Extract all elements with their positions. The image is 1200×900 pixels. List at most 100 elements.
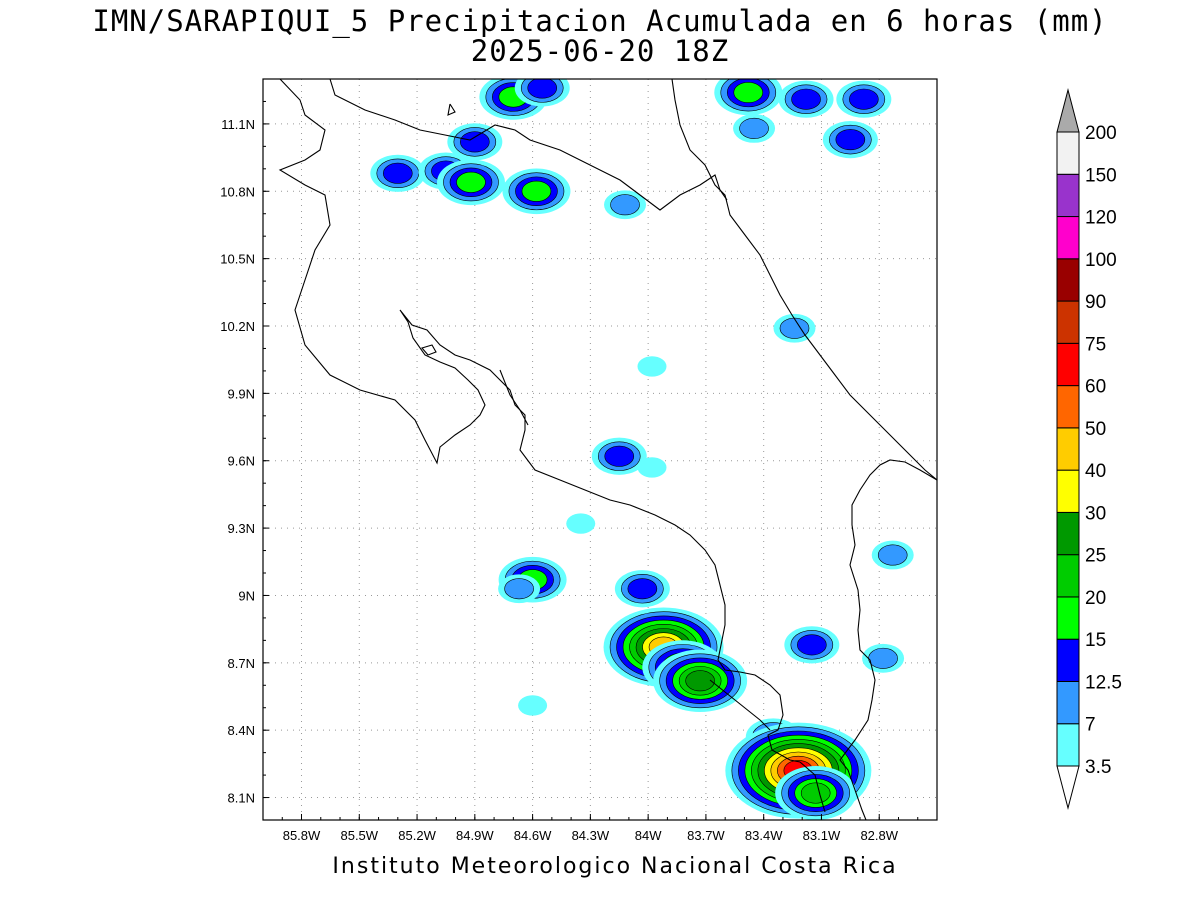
precip-contour <box>835 129 866 151</box>
colorbar-label: 50 <box>1085 419 1106 440</box>
x-tick-label: 82.8W <box>860 828 898 843</box>
precip-contour <box>685 670 715 692</box>
precip-cell <box>370 154 426 192</box>
colorbar-label: 100 <box>1085 250 1117 271</box>
south-coast-east <box>799 761 826 813</box>
y-tick-label: 9.6N <box>228 454 255 469</box>
colorbar-swatch <box>1056 596 1080 640</box>
colorbar-label: 7 <box>1085 715 1096 736</box>
colorbar-under-arrow <box>1056 765 1080 810</box>
precip-cell <box>637 457 667 478</box>
precip-cell <box>871 540 914 570</box>
colorbar-swatch <box>1056 342 1080 387</box>
precip-contour <box>460 131 490 153</box>
x-tick-label: 85.8W <box>283 828 321 843</box>
map-frame <box>262 78 938 821</box>
colorbar-swatch <box>1056 511 1080 556</box>
lake-nicaragua-shore <box>447 103 456 116</box>
precip-contour <box>877 544 908 566</box>
precip-cell <box>514 79 570 107</box>
precip-cell <box>498 574 541 604</box>
x-tick-label: 85.5W <box>340 828 378 843</box>
inner-gulf-coast <box>499 369 529 426</box>
y-tick-label: 9.3N <box>228 521 255 536</box>
colorbar-label: 150 <box>1085 165 1117 186</box>
colorbar-swatch <box>1056 554 1080 598</box>
colorbar-swatch <box>1056 680 1080 725</box>
precip-cell <box>637 356 667 377</box>
x-tick-label: 83.4W <box>745 828 783 843</box>
precip-cell <box>447 123 503 161</box>
precip-cell <box>502 168 571 215</box>
colorbar-label: 20 <box>1085 588 1106 609</box>
precip-cell <box>653 649 748 712</box>
colorbar-label: 12.5 <box>1085 672 1122 693</box>
colorbar-label: 30 <box>1085 503 1106 524</box>
x-tick-label: 83.7W <box>687 828 725 843</box>
x-tick-label: 85.2W <box>398 828 436 843</box>
colorbar-swatch <box>1056 385 1080 429</box>
coastline-borders <box>278 79 937 820</box>
precip-contour <box>456 171 486 193</box>
precip-contour <box>604 445 635 467</box>
precip-cell <box>778 80 834 118</box>
precip-contour <box>382 162 413 184</box>
precip-cell <box>784 626 840 664</box>
precip-contour <box>566 513 596 534</box>
x-tick-label: 84.9W <box>456 828 494 843</box>
x-tick-label: 83.1W <box>803 828 841 843</box>
colorbar-label: 200 <box>1085 123 1117 144</box>
footer-credit: Instituto Meteorologico Nacional Costa R… <box>332 854 898 879</box>
colorbar-swatch <box>1056 216 1080 260</box>
colorbar-swatch <box>1056 638 1080 682</box>
x-tick-label: 84.6W <box>514 828 552 843</box>
precip-cell <box>591 437 647 475</box>
y-tick-label: 11.1N <box>221 117 255 132</box>
colorbar-swatch <box>1056 469 1080 513</box>
precip-contour <box>800 782 831 804</box>
colorbar-swatch <box>1056 131 1080 175</box>
precip-cell <box>822 121 878 159</box>
precip-contour <box>739 117 769 139</box>
precip-contour <box>637 457 667 478</box>
colorbar-swatch <box>1056 300 1080 344</box>
y-tick-label: 10.5N <box>220 252 255 267</box>
y-tick-label: 9N <box>238 588 255 603</box>
precip-cell <box>614 570 670 608</box>
caribbean-coast-line <box>671 79 937 481</box>
y-tick-label: 8.7N <box>228 656 255 671</box>
colorbar-over-arrow <box>1056 88 1080 133</box>
y-tick-label: 10.2N <box>220 319 255 334</box>
precip-contour <box>791 88 821 110</box>
colorbar-label: 60 <box>1085 377 1106 398</box>
axis-ticks: 85.8W 85.5W 85.2W 84.9W 84.6W 84.3W 84W 83.7W 83… <box>220 78 938 843</box>
panama-border <box>839 459 937 820</box>
island-chira <box>421 344 437 356</box>
colorbar-label: 75 <box>1085 334 1106 355</box>
colorbar-swatch <box>1056 258 1080 302</box>
y-tick-label: 9.9N <box>228 386 255 401</box>
precip-contour <box>868 647 898 669</box>
peninsula-osa-coast <box>709 679 771 731</box>
precip-cell <box>775 766 857 820</box>
map-subtitle-date: 2025-06-20 18Z <box>470 34 730 68</box>
y-tick-label: 8.1N <box>228 791 255 806</box>
precip-contour <box>518 695 548 716</box>
precip-contour <box>504 578 534 600</box>
colorbar-swatch <box>1056 723 1080 767</box>
colorbar-label: 40 <box>1085 461 1106 482</box>
colorbar-swatch <box>1056 173 1080 218</box>
precip-cell <box>836 80 892 118</box>
precip-colorbar-legend: 3.5 7 12.5 15 20 25 30 40 50 60 75 90 100 120 150 200 <box>1056 88 1122 810</box>
pacific-coast-line <box>278 79 801 763</box>
precip-contour <box>637 356 667 377</box>
precip-cell <box>714 79 783 116</box>
y-tick-label: 8.4N <box>228 723 255 738</box>
precip-contour <box>610 194 640 216</box>
colorbar-label: 25 <box>1085 546 1106 567</box>
precip-cell <box>604 190 647 220</box>
precip-cell <box>733 113 776 143</box>
colorbar-label: 3.5 <box>1085 757 1111 778</box>
precip-field <box>370 79 914 820</box>
